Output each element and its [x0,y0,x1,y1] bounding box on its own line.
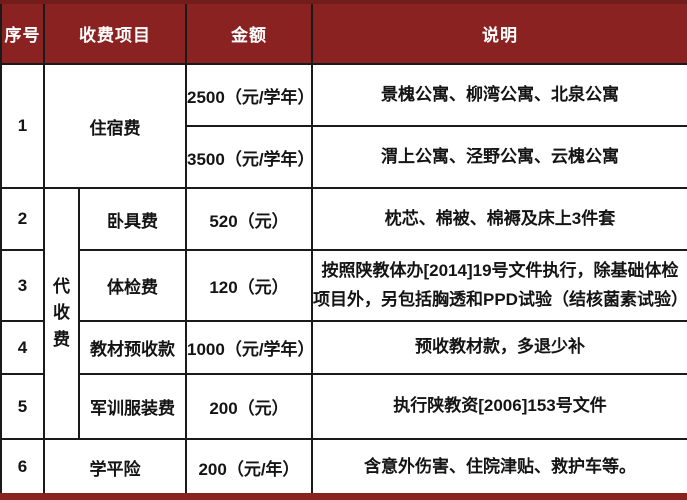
table-row-1b: 3500（元/学年） 渭上公寓、泾野公寓、云槐公寓 [1,125,687,189]
cell-item: 学平险 [43,438,187,496]
bottom-accent-bar [0,493,687,500]
cell-desc: 含意外伤害、住院津贴、救护车等。 [311,438,687,496]
cell-no: 3 [0,249,45,322]
group-label: 代收费 [53,276,70,349]
table-row-2: 2 代收费 卧具费 520（元） 枕芯、棉被、棉褥及床上3件套 [0,187,687,440]
cell-desc: 枕芯、棉被、棉褥及床上3件套 [311,187,687,251]
cell-item: 教材预收款 [78,320,187,375]
cell-desc: 执行陕教资[2006]153号文件 [311,373,687,440]
cell-no: 2 [0,187,45,251]
cell-no: 4 [0,320,45,375]
col-header-amount: 金额 [185,0,313,65]
cell-no: 5 [0,373,45,440]
cell-desc: 按照陕教体办[2014]19号文件执行，除基础体检项目外，另包括胸透和PPD试验… [311,249,687,322]
cell-amount: 1000（元/学年） [185,320,313,375]
cell-item: 卧具费 [78,187,187,251]
cell-amount: 3500（元/学年） [185,125,313,189]
header-row: 序号 收费项目 金额 说明 [0,0,687,65]
cell-amount: 200（元/年） [185,438,313,496]
table-row-5: 5 军训服装费 200（元） 执行陕教资[2006]153号文件 [0,373,687,440]
table-row-3: 3 体检费 120（元） 按照陕教体办[2014]19号文件执行，除基础体检项目… [0,249,687,322]
cell-desc: 景槐公寓、柳湾公寓、北泉公寓 [311,63,687,127]
cell-no: 6 [0,438,45,496]
cell-item: 住宿费 [43,63,187,189]
cell-amount: 200（元） [185,373,313,440]
cell-no: 1 [0,63,45,189]
col-header-no: 序号 [0,0,45,65]
table-row-1a: 1 住宿费 2500（元/学年） 景槐公寓、柳湾公寓、北泉公寓 [0,63,687,189]
cell-amount: 520（元） [185,187,313,251]
cell-item: 体检费 [78,249,187,322]
table-row-4: 4 教材预收款 1000（元/学年） 预收教材款，多退少补 [0,320,687,375]
cell-item: 军训服装费 [78,373,187,440]
cell-amount: 120（元） [185,249,313,322]
cell-group-vertical: 代收费 [43,187,80,440]
cell-desc: 渭上公寓、泾野公寓、云槐公寓 [311,125,687,189]
table-row-6: 6 学平险 200（元/年） 含意外伤害、住院津贴、救护车等。 [0,438,687,496]
col-header-desc: 说明 [311,0,687,65]
cell-amount: 2500（元/学年） [185,63,313,127]
col-header-item: 收费项目 [43,0,187,65]
cell-desc: 预收教材款，多退少补 [311,320,687,375]
